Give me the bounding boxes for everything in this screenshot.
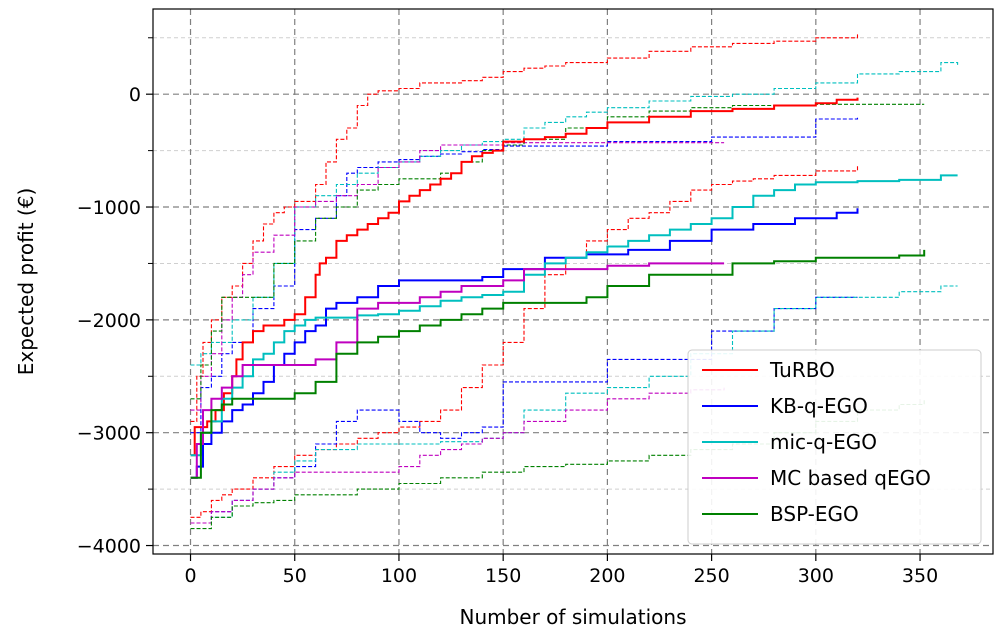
y-tick-label: −4000 xyxy=(77,536,141,558)
x-tick-label: 200 xyxy=(589,565,625,587)
x-tick-label: 50 xyxy=(283,565,307,587)
x-tick-label: 100 xyxy=(381,565,417,587)
axis-ticks: 0 50 100 150 200 250 300 350 −4000 −3000 −2000 −100… xyxy=(77,37,938,587)
y-tick-label: −3000 xyxy=(77,423,141,445)
y-tick-label: −1000 xyxy=(77,197,141,219)
legend-box xyxy=(687,349,982,545)
series-1-upper-line xyxy=(190,116,859,434)
confidence-lines xyxy=(190,34,959,530)
legend-label: KB-q-EGO xyxy=(770,394,868,418)
y-tick-label: 0 xyxy=(129,84,141,106)
x-tick-label: 0 xyxy=(184,565,196,587)
x-tick-label: 250 xyxy=(693,565,729,587)
series-4-mean-line xyxy=(190,249,926,479)
legend-label: BSP-EGO xyxy=(770,502,859,526)
series-0-mean-line xyxy=(190,97,859,457)
legend: TuRBO KB-q-EGO mic-q-EGO MC based qEGO BSP-E… xyxy=(687,349,982,545)
y-axis-label: Expected profit (€) xyxy=(14,188,38,376)
x-tick-label: 150 xyxy=(485,565,521,587)
series-3-mean-line xyxy=(190,262,725,479)
series-2-mean-line xyxy=(190,174,958,457)
legend-label: TuRBO xyxy=(769,358,835,382)
x-tick-label: 300 xyxy=(798,565,834,587)
series-1-mean-line xyxy=(190,208,859,479)
mean-lines xyxy=(190,97,958,479)
series-0-lower-line xyxy=(190,164,859,518)
x-axis-label: Number of simulations xyxy=(459,605,686,629)
y-tick-label: −2000 xyxy=(77,310,141,332)
legend-label: mic-q-EGO xyxy=(770,430,877,454)
x-tick-label: 350 xyxy=(902,565,938,587)
plot-frame xyxy=(152,8,994,555)
legend-label: MC based qEGO xyxy=(770,466,931,490)
series-2-upper-line xyxy=(190,62,959,366)
series-3-lower-line xyxy=(190,387,725,524)
